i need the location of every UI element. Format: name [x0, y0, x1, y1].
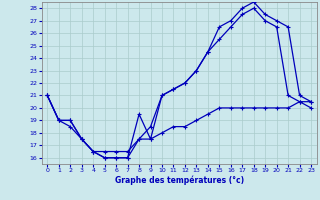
X-axis label: Graphe des températures (°c): Graphe des températures (°c) — [115, 176, 244, 185]
